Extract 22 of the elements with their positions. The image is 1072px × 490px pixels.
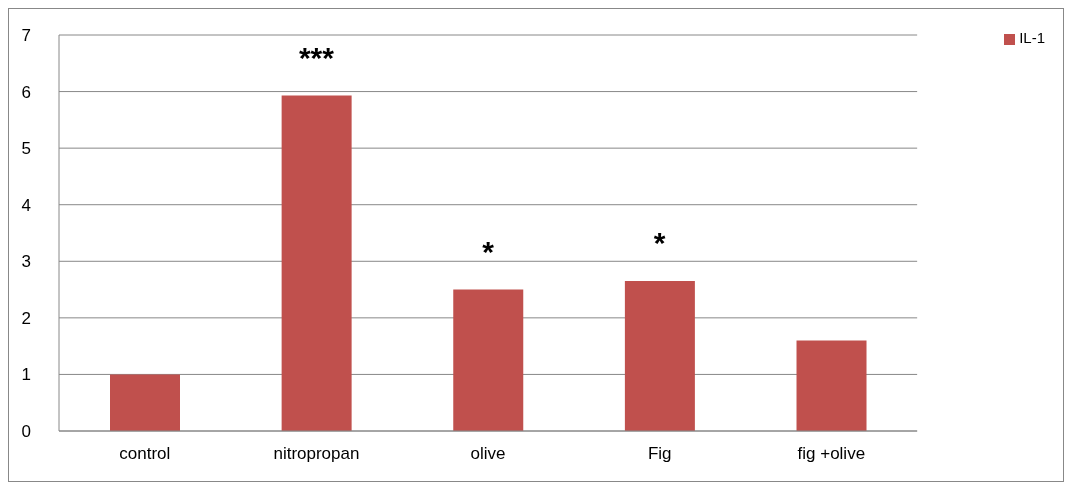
bar bbox=[796, 340, 867, 431]
bar bbox=[110, 374, 180, 431]
y-tick-label: 0 bbox=[21, 422, 31, 442]
legend-label: IL-1 bbox=[1019, 29, 1045, 46]
x-tick-label: nitropropan bbox=[273, 444, 360, 464]
x-tick-label: fig +olive bbox=[797, 444, 866, 464]
y-tick-label: 5 bbox=[21, 139, 31, 159]
x-tick-label: olive bbox=[470, 444, 506, 464]
bar bbox=[453, 289, 524, 431]
y-tick-label: 2 bbox=[21, 308, 31, 328]
y-tick-label: 3 bbox=[21, 252, 31, 272]
bar bbox=[281, 95, 352, 431]
annotation: * bbox=[653, 226, 666, 260]
x-tick-label: Fig bbox=[647, 444, 672, 464]
y-tick-label: 4 bbox=[21, 195, 31, 215]
y-tick-label: 6 bbox=[21, 82, 31, 102]
y-tick-label: 7 bbox=[21, 26, 31, 46]
y-tick-label: 1 bbox=[21, 365, 31, 385]
annotation: *** bbox=[298, 40, 335, 74]
bar bbox=[624, 281, 695, 431]
x-tick-label: control bbox=[119, 444, 171, 464]
annotation: * bbox=[482, 234, 495, 268]
